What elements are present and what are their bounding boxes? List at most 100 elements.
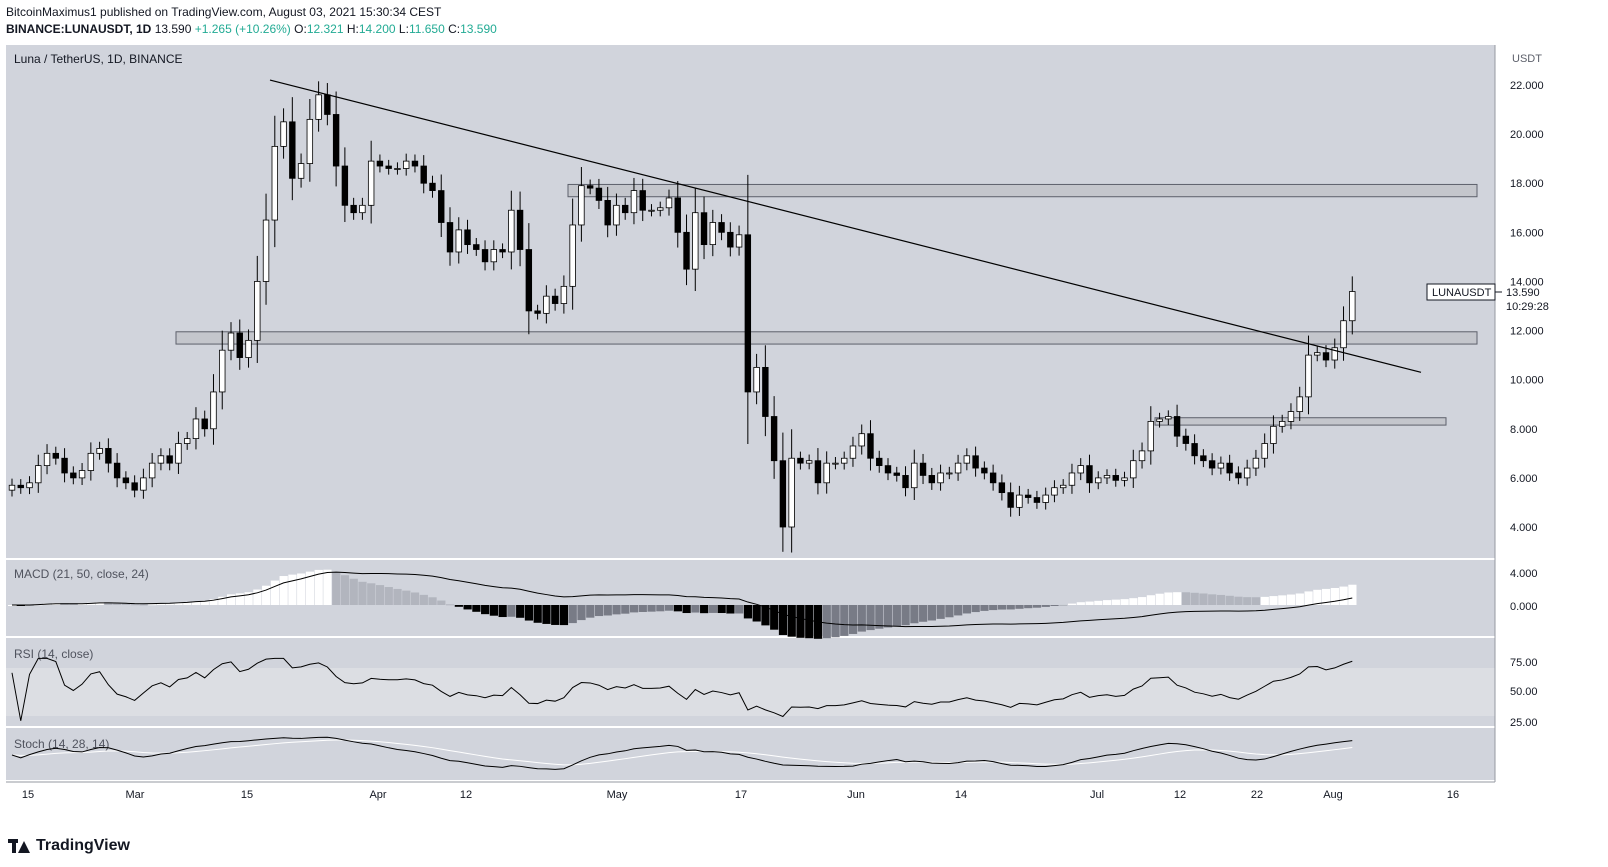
candle — [928, 475, 935, 484]
candle — [402, 160, 410, 169]
macd-histogram-bar — [1041, 605, 1050, 607]
macd-histogram-bar — [971, 605, 980, 613]
macd-histogram-bar — [1164, 592, 1173, 605]
macd-histogram-bar — [384, 587, 393, 605]
resistance-zone — [567, 183, 1478, 198]
macd-histogram-bar — [656, 605, 665, 612]
rsi-band — [6, 668, 1495, 716]
macd-histogram-bar — [796, 605, 805, 638]
macd-histogram-bar — [437, 600, 446, 605]
macd-histogram-bar — [428, 597, 437, 605]
macd-histogram-bar — [1286, 594, 1296, 605]
candle — [1033, 497, 1041, 503]
pane-title: Luna / TetherUS, 1D, BINANCE — [14, 52, 183, 66]
price-change: +1.265 (+10.26%) — [194, 22, 291, 36]
candle — [1200, 455, 1207, 462]
candle — [35, 465, 42, 484]
rsi-tick-50: 50.00 — [1510, 686, 1538, 698]
macd-histogram-bar — [1225, 595, 1234, 605]
bar-countdown: 10:29:28 — [1506, 301, 1549, 313]
symbol-line: BINANCE:LUNAUSDT, 1D 13.590 +1.265 (+10.… — [6, 21, 497, 38]
candle — [543, 295, 550, 314]
macd-histogram-bar — [1138, 597, 1147, 605]
candle — [849, 445, 857, 459]
candle — [998, 482, 1006, 494]
candle — [1138, 450, 1146, 462]
candle — [727, 231, 734, 248]
candle — [508, 209, 515, 253]
candle — [946, 472, 953, 475]
candle — [1068, 472, 1076, 486]
macd-histogram-bar — [288, 574, 297, 605]
candle — [648, 209, 655, 212]
candle — [674, 197, 681, 233]
candle — [148, 462, 156, 479]
macd-histogram-bar — [1181, 592, 1191, 605]
macd-histogram-bar — [191, 601, 201, 605]
macd-histogram-bar — [708, 605, 717, 613]
macd-histogram-bar — [717, 605, 726, 614]
time-tick-label: 15 — [241, 789, 253, 801]
tradingview-logo[interactable]: TradingView — [8, 837, 130, 855]
candle — [963, 455, 971, 464]
macd-histogram-bar — [682, 605, 691, 614]
candle — [981, 467, 988, 474]
stoch-pane-bg — [6, 728, 1495, 780]
macd-histogram-bar — [262, 585, 271, 605]
candle — [718, 222, 725, 233]
candle — [289, 121, 296, 179]
price-tick-label: 18.000 — [1510, 178, 1544, 190]
candle — [1314, 352, 1321, 356]
candle — [1305, 354, 1312, 398]
macd-histogram-bar — [840, 605, 849, 636]
macd-histogram-bar — [919, 605, 928, 622]
macd-histogram-bar — [594, 605, 604, 617]
macd-histogram-bar — [235, 593, 244, 605]
candle — [245, 339, 252, 358]
candle — [1103, 475, 1111, 479]
candle — [700, 212, 708, 246]
macd-histogram-bar — [822, 605, 831, 639]
candle — [902, 475, 909, 489]
macd-histogram-bar — [340, 575, 350, 605]
candle — [332, 114, 340, 167]
price-tick-label: 14.000 — [1510, 276, 1544, 288]
macd-histogram-bar — [419, 594, 428, 605]
candle — [884, 465, 892, 474]
rsi-tick-75: 75.00 — [1510, 657, 1538, 669]
candle — [525, 249, 533, 312]
candle — [464, 229, 471, 246]
time-tick-label: Aug — [1323, 789, 1343, 801]
macd-histogram-bar — [1304, 591, 1313, 605]
candle — [1121, 477, 1128, 481]
macd-histogram-bar — [1278, 595, 1287, 605]
currency-label: USDT — [1512, 53, 1542, 65]
candle — [1165, 416, 1172, 420]
macd-histogram-bar — [156, 603, 166, 605]
candle — [1243, 467, 1251, 479]
candle — [473, 244, 480, 250]
macd-histogram-bar — [463, 605, 472, 610]
candle — [989, 472, 997, 484]
candle — [236, 332, 243, 358]
macd-histogram-bar — [901, 605, 910, 626]
macd-histogram-bar — [95, 602, 104, 605]
candle — [376, 160, 384, 167]
candle — [8, 484, 16, 491]
close-value: 13.590 — [460, 22, 497, 36]
macd-histogram-bar — [884, 605, 893, 628]
open-value: 12.321 — [306, 22, 344, 36]
macd-histogram-bar — [1216, 594, 1226, 605]
rsi-tick-25: 25.00 — [1510, 717, 1538, 729]
candle — [613, 204, 620, 226]
macd-histogram-bar — [104, 602, 113, 605]
macd-histogram-bar — [279, 576, 288, 605]
candle — [490, 249, 497, 263]
macd-histogram-bar — [586, 605, 595, 618]
macd-histogram-bar — [183, 602, 192, 605]
symbol-badge-text: LUNAUSDT — [1432, 287, 1492, 299]
time-tick-label: May — [607, 789, 628, 801]
macd-histogram-bar — [910, 605, 919, 624]
macd-histogram-bar — [113, 602, 122, 605]
